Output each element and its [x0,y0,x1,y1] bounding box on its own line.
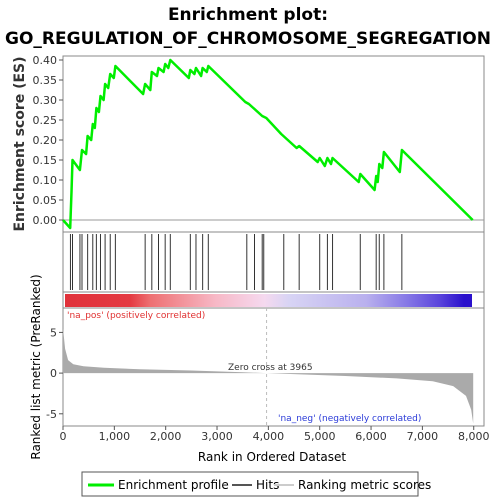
title-line-2: GO_REGULATION_OF_CHROMOSOME_SEGREGATION [5,29,491,49]
hits-panel-frame [62,231,485,293]
metric-y-axis-title: Ranked list metric (PreRanked) [29,274,43,459]
x-tick-label: 4,000 [253,430,285,443]
legend-enrichment-label: Enrichment profile [118,478,229,492]
legend-hits-label: Hits [256,478,279,492]
x-tick-label: 1,000 [99,430,131,443]
ranking-metric-area [63,328,474,424]
es-y-tick-label: 0.25 [33,114,58,127]
heat-bar [65,294,472,307]
metric-y-tick-label: 5 [50,326,57,339]
x-tick-label: 6,000 [355,430,387,443]
x-tick-label: 7,000 [407,430,439,443]
es-y-tick-label: 0.10 [33,174,58,187]
neg-label: 'na_neg' (negatively correlated) [278,414,421,424]
title-line-1: Enrichment plot: [168,5,328,25]
metric-panel-frame [62,307,485,427]
es-y-axis-title: Enrichment score (ES) [12,56,28,231]
x-tick-label: 5,000 [304,430,336,443]
x-tick-label: 8,000 [458,430,490,443]
legend-metric-label: Ranking metric scores [298,478,431,492]
es-y-tick-label: 0.20 [33,134,58,147]
metric-y-tick-label: -5 [46,408,57,421]
x-tick-label: 2,000 [150,430,182,443]
x-axis-title: Rank in Ordered Dataset [198,450,346,464]
es-layer [62,58,484,230]
es-y-tick-label: 0.05 [33,194,58,207]
zero-cross-label: Zero cross at 3965 [228,363,313,373]
es-y-tick-label: 0.30 [33,94,58,107]
es-y-tick-label: 0.40 [33,54,58,67]
es-y-tick-label: 0.15 [33,154,58,167]
enrichment-profile-line [62,58,474,230]
es-y-tick-label: 0.35 [33,74,58,87]
axes-layer: 0.000.050.100.150.200.250.300.350.40-505… [33,54,490,443]
es-panel-frame [62,55,485,233]
metric-y-tick-label: 0 [50,367,57,380]
es-y-tick-label: 0.00 [33,214,58,227]
hits-layer [69,234,403,290]
x-tick-label: 0 [60,430,67,443]
x-tick-label: 3,000 [201,430,233,443]
heat-layer [65,294,472,307]
pos-label: 'na_pos' (positively correlated) [67,311,205,321]
metric-layer [63,308,474,426]
